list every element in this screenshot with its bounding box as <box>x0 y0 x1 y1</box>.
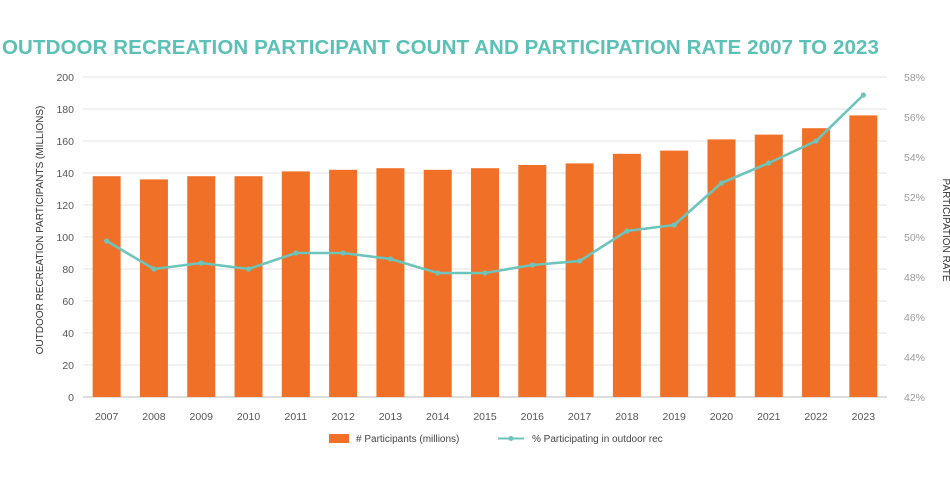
bar <box>92 176 121 397</box>
line-point <box>576 258 583 264</box>
bar <box>660 150 689 397</box>
y-tick-label: 120 <box>56 200 74 212</box>
bar <box>187 176 216 397</box>
y2-tick-label: 42% <box>904 392 925 404</box>
y2-tick-label: 52% <box>904 192 925 204</box>
line-point <box>529 262 535 268</box>
x-tick-label: 2011 <box>285 411 308 423</box>
y-tick-label: 20 <box>62 360 74 372</box>
bar <box>754 134 783 397</box>
y-tick-label: 160 <box>56 136 74 148</box>
line-point <box>245 266 252 272</box>
x-tick-label: 2010 <box>237 411 261 423</box>
bar-series <box>92 115 878 398</box>
bar <box>612 153 641 397</box>
bar <box>329 169 358 397</box>
legend-bar-label: # Participants (millions) <box>356 434 459 445</box>
bar <box>471 168 499 397</box>
y-tick-label: 140 <box>56 168 74 180</box>
bar <box>849 115 878 398</box>
line-point <box>624 228 630 234</box>
x-tick-label: 2022 <box>804 411 828 423</box>
line-point <box>340 250 346 256</box>
x-tick-label: 2013 <box>379 411 403 423</box>
y-tick-label: 60 <box>62 296 74 308</box>
y2-tick-label: 56% <box>904 112 925 124</box>
line-point <box>104 238 110 244</box>
chart-title: OUTDOOR RECREATION PARTICIPANT COUNT AND… <box>2 36 880 59</box>
y2-axis-label: PARTICIPATION RATE <box>940 179 950 282</box>
y-tick-label: 40 <box>62 328 74 340</box>
line-point <box>718 180 725 186</box>
legend-line-marker <box>508 436 514 441</box>
line-point <box>198 260 204 266</box>
x-tick-label: 2009 <box>190 411 214 423</box>
y-tick-label: 100 <box>56 232 74 244</box>
line-point <box>482 270 488 276</box>
bar <box>565 163 594 397</box>
y2-tick-label: 50% <box>904 232 925 244</box>
line-point <box>813 138 819 144</box>
x-axis-ticks: 2007 2008 2009 2010 2011 2012 2013 2014 2015 2016… <box>95 411 875 423</box>
legend-line-label: % Participating in outdoor rec <box>532 434 663 445</box>
y2-tick-label: 44% <box>904 352 925 364</box>
y-axis-label: OUTDOOR RECREATION PARTICIPANTS (MILLION… <box>35 106 46 355</box>
x-tick-label: 2014 <box>426 411 450 423</box>
legend-bar-swatch <box>329 434 349 443</box>
y2-tick-label: 58% <box>904 72 925 84</box>
right-axis-ticks: 42% 44% 46% 48% 50% 52% 54% 56% 58% <box>904 72 925 404</box>
y-tick-label: 200 <box>56 72 74 84</box>
bar <box>518 165 547 397</box>
line-point <box>293 250 299 256</box>
line-point <box>860 92 866 98</box>
x-tick-label: 2017 <box>568 411 592 423</box>
y2-tick-label: 54% <box>904 152 925 164</box>
bar <box>281 171 310 397</box>
line-point <box>766 160 772 166</box>
line-point <box>671 222 677 228</box>
y2-tick-label: 46% <box>904 312 925 324</box>
x-tick-label: 2008 <box>142 411 166 423</box>
x-tick-label: 2015 <box>473 411 497 423</box>
line-point <box>435 270 441 276</box>
x-tick-label: 2019 <box>662 411 686 423</box>
x-tick-label: 2021 <box>757 411 781 423</box>
x-tick-label: 2012 <box>331 411 355 423</box>
bar <box>139 179 168 397</box>
y2-tick-label: 48% <box>904 272 925 284</box>
line-series <box>104 92 866 276</box>
legend: # Participants (millions) % Participatin… <box>329 434 663 445</box>
x-tick-label: 2018 <box>615 411 639 423</box>
left-axis-ticks: 0 20 40 60 80 100 120 140 160 180 200 <box>56 72 74 404</box>
y-tick-label: 80 <box>62 264 74 276</box>
y-tick-label: 180 <box>56 104 74 116</box>
x-tick-label: 2023 <box>852 411 876 423</box>
bar <box>376 168 405 397</box>
x-tick-label: 2020 <box>710 411 734 423</box>
bar <box>802 128 831 397</box>
line-point <box>151 266 157 272</box>
bar <box>234 176 263 397</box>
x-tick-label: 2007 <box>95 411 119 423</box>
bar <box>423 169 452 397</box>
line-point <box>387 256 394 262</box>
x-tick-label: 2016 <box>521 411 545 423</box>
y-tick-label: 0 <box>68 392 74 404</box>
